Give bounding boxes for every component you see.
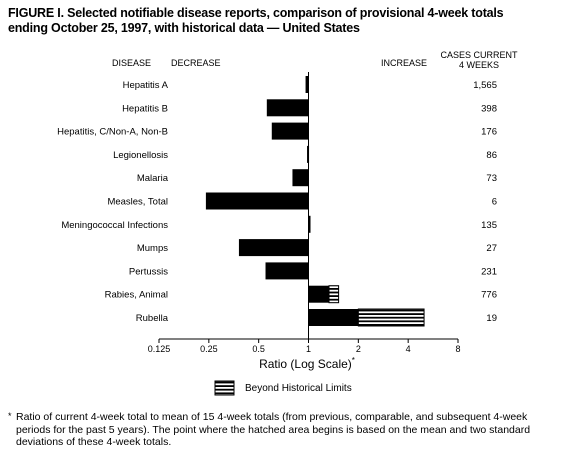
ratio-bar (266, 262, 309, 279)
disease-label: Rubella (136, 313, 169, 324)
legend-label: Beyond Historical Limits (245, 383, 352, 394)
header-decrease: DECREASE (171, 58, 221, 68)
chart-svg: DISEASE DECREASE INCREASE CASES CURRENT … (0, 0, 561, 405)
ratio-bar (239, 239, 309, 256)
ratio-bar (309, 309, 359, 326)
ratio-bar (292, 169, 308, 186)
beyond-limits-bar (358, 309, 424, 326)
cases-value: 73 (486, 173, 497, 184)
x-tick-label: 1 (306, 344, 311, 354)
cases-value: 1,565 (473, 80, 497, 91)
disease-label: Meningococcal Infections (61, 220, 168, 231)
cases-value: 86 (486, 150, 497, 161)
legend-swatch (215, 381, 234, 395)
cases-value: 231 (481, 266, 497, 277)
header-cases-line-2: 4 WEEKS (459, 60, 499, 70)
beyond-limits-bar (329, 286, 339, 303)
x-axis-label: Ratio (Log Scale)* (259, 356, 355, 371)
x-tick-label: 4 (406, 344, 411, 354)
header-increase: INCREASE (381, 58, 427, 68)
cases-value: 19 (486, 313, 497, 324)
cases-value: 776 (481, 290, 497, 301)
ratio-bar (309, 286, 330, 303)
disease-label: Rabies, Animal (105, 290, 168, 301)
cases-value: 6 (492, 197, 497, 208)
header-cases-line-1: CASES CURRENT (440, 50, 518, 60)
x-tick-label: 0.25 (200, 344, 218, 354)
ratio-bar (272, 123, 309, 140)
disease-label: Hepatitis, C/Non-A, Non-B (57, 127, 168, 138)
x-axis-label-text: Ratio (Log Scale) (259, 357, 352, 371)
x-tick-label: 2 (356, 344, 361, 354)
disease-label: Mumps (137, 243, 168, 254)
footnote: * Ratio of current 4-week total to mean … (8, 411, 553, 449)
cases-value: 398 (481, 103, 497, 114)
disease-label: Hepatitis A (123, 80, 169, 91)
cases-value: 27 (486, 243, 497, 254)
header-disease: DISEASE (112, 58, 151, 68)
disease-label: Hepatitis B (122, 103, 168, 114)
footnote-mark: * (8, 410, 12, 423)
x-axis-label-mark: * (352, 356, 355, 365)
disease-label: Legionellosis (113, 150, 168, 161)
x-tick-label: 0.125 (148, 344, 171, 354)
cases-value: 135 (481, 220, 497, 231)
disease-label: Malaria (137, 173, 169, 184)
cases-value: 176 (481, 127, 497, 138)
footnote-text: Ratio of current 4-week total to mean of… (8, 411, 553, 449)
ratio-bar (267, 99, 309, 116)
x-tick-label: 8 (455, 344, 460, 354)
disease-label: Measles, Total (107, 197, 168, 208)
ratio-bar (206, 193, 309, 210)
disease-label: Pertussis (129, 266, 168, 277)
x-tick-label: 0.5 (252, 344, 265, 354)
